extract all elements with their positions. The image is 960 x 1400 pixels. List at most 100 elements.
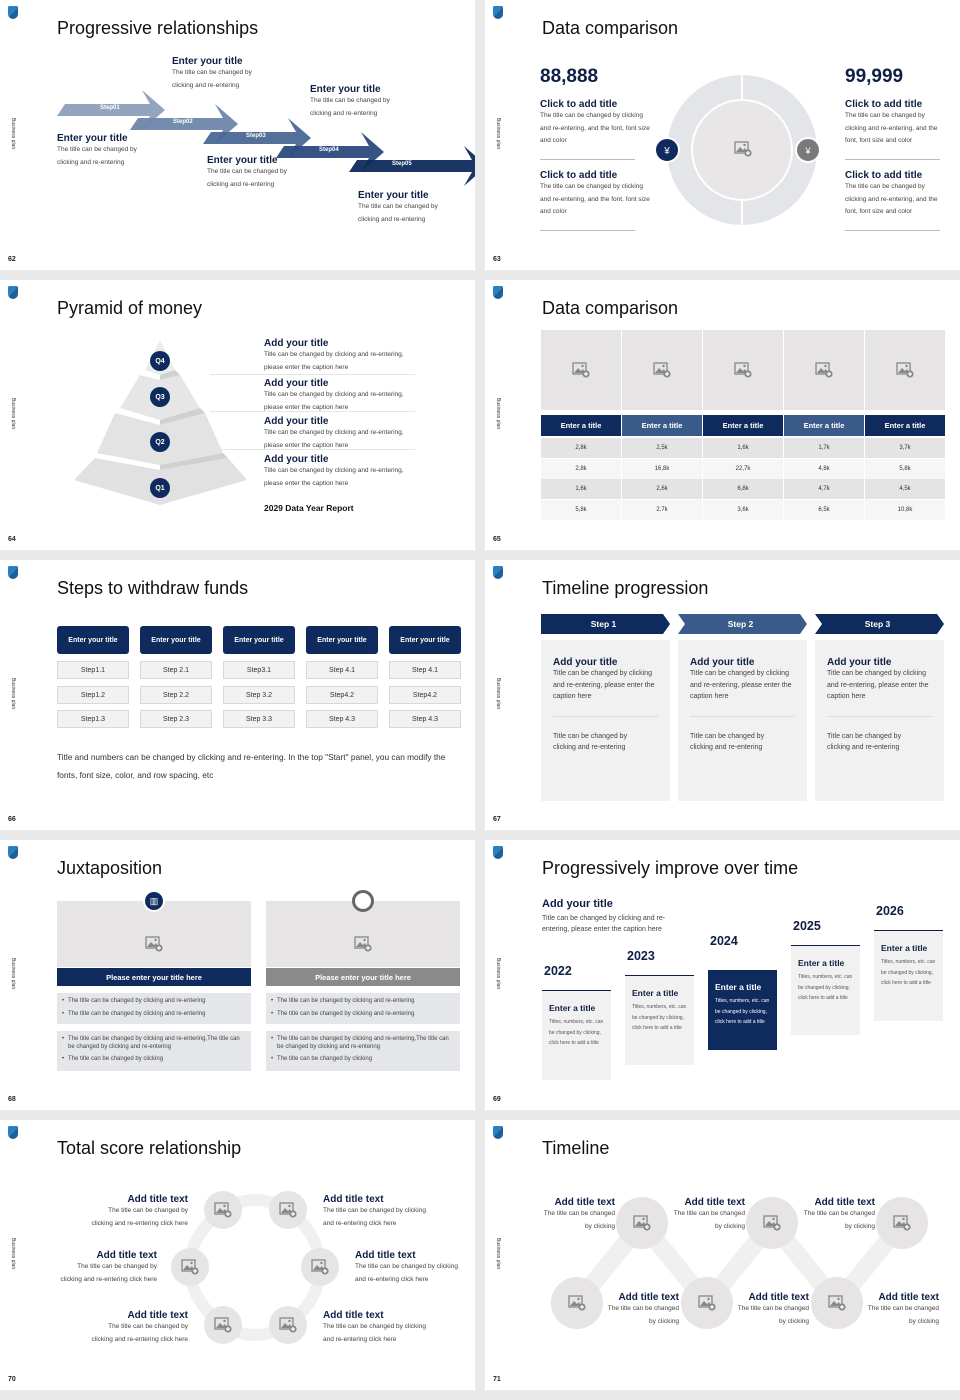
item-title[interactable]: Add title text (323, 1194, 384, 1205)
image-placeholder-icon[interactable] (763, 1215, 781, 1231)
image-placeholder-icon[interactable] (653, 362, 671, 378)
image-circle[interactable] (811, 1277, 863, 1329)
item-desc[interactable]: The title can be changed by clicking and… (91, 1207, 188, 1227)
step-box[interactable]: Step 4.3 (306, 710, 378, 728)
image-placeholder-icon[interactable] (214, 1202, 232, 1218)
item-title[interactable]: Add title text (684, 1197, 745, 1208)
item-title[interactable]: Add your title (264, 454, 329, 465)
item-desc[interactable]: Title can be changed by clicking and re-… (264, 429, 404, 449)
item-title[interactable]: Add title text (814, 1197, 875, 1208)
image-placeholder-icon[interactable] (572, 362, 590, 378)
image-placeholder-icon[interactable] (896, 362, 914, 378)
column-header[interactable]: Enter your title (140, 626, 212, 654)
column-header[interactable]: Enter your title (57, 626, 129, 654)
column-header[interactable]: Enter a title (703, 415, 783, 436)
item-desc[interactable]: The title can be changed by clicking and… (845, 183, 938, 215)
item-title[interactable]: Add title text (127, 1310, 188, 1321)
step-box[interactable]: Step1.1 (57, 661, 129, 679)
item-title[interactable]: Add title text (323, 1310, 384, 1321)
step-box[interactable]: Step3.1 (223, 661, 295, 679)
item-desc[interactable]: Title can be changed by clicking and re-… (264, 351, 404, 371)
item-title[interactable]: Add title text (748, 1292, 809, 1303)
item-desc[interactable]: The title can be changed by clicking and… (310, 97, 390, 117)
step-box[interactable]: Step 2.1 (140, 661, 212, 679)
image-placeholder-icon[interactable] (181, 1259, 199, 1275)
item-desc[interactable]: The title can be changed by clicking and… (57, 146, 137, 166)
item-desc[interactable]: The title can be changed by clicking (867, 1305, 939, 1325)
item-desc[interactable]: The title can be changed by clicking and… (323, 1207, 426, 1227)
item-desc[interactable]: The title can be changed by clicking and… (60, 1263, 157, 1283)
column-header[interactable]: Enter a title (541, 415, 621, 436)
image-circle[interactable] (204, 1306, 242, 1344)
image-circle[interactable] (551, 1277, 603, 1329)
item-title[interactable]: Click to add title (845, 99, 923, 110)
item-desc[interactable]: The title can be changed by clicking and… (323, 1323, 426, 1343)
step-box[interactable]: Step4.2 (389, 686, 461, 704)
column-header[interactable]: Enter a title (622, 415, 702, 436)
item-title[interactable]: Add your title (264, 416, 329, 427)
image-circle[interactable] (616, 1197, 668, 1249)
step-box[interactable]: Step 4.1 (389, 661, 461, 679)
step-box[interactable]: Step 2.3 (140, 710, 212, 728)
image-placeholder-icon[interactable] (145, 936, 163, 952)
image-cell[interactable] (622, 330, 702, 410)
image-area[interactable] (266, 901, 460, 967)
image-cell[interactable] (703, 330, 783, 410)
item-desc[interactable]: Title can be changed by clicking and re-… (264, 391, 404, 411)
image-circle[interactable] (171, 1248, 209, 1286)
image-placeholder-icon[interactable] (828, 1295, 846, 1311)
item-desc[interactable]: The title can be changed by clicking and… (540, 112, 650, 144)
column-header[interactable]: Enter a title (865, 415, 945, 436)
image-circle[interactable] (269, 1191, 307, 1229)
image-circle[interactable] (681, 1277, 733, 1329)
item-title[interactable]: Click to add title (845, 170, 923, 181)
item-desc[interactable]: The title can be changed by clicking and… (172, 69, 252, 89)
image-circle[interactable] (301, 1248, 339, 1286)
column-header[interactable]: Enter your title (306, 626, 378, 654)
step-box[interactable]: Step 3.2 (223, 686, 295, 704)
image-circle[interactable] (204, 1191, 242, 1229)
image-circle[interactable] (876, 1197, 928, 1249)
item-title[interactable]: Add title text (96, 1250, 157, 1261)
item-desc[interactable]: The title can be changed by clicking and… (358, 203, 438, 223)
image-placeholder-icon[interactable] (568, 1295, 586, 1311)
image-placeholder-icon[interactable] (893, 1215, 911, 1231)
image-cell[interactable] (784, 330, 864, 410)
image-cell[interactable] (865, 330, 945, 410)
card-title[interactable]: Enter a title (881, 943, 928, 953)
item-title[interactable]: Enter your title (207, 155, 278, 166)
image-placeholder-icon[interactable] (311, 1259, 329, 1275)
step-box[interactable]: Step 4.3 (389, 710, 461, 728)
item-title[interactable]: Enter your title (57, 133, 128, 144)
item-title[interactable]: Enter your title (172, 56, 243, 67)
item-desc[interactable]: Title can be changed by clicking and re-… (264, 467, 404, 487)
image-placeholder-icon[interactable] (815, 362, 833, 378)
item-title[interactable]: Add your title (264, 378, 329, 389)
item-title[interactable]: Enter your title (358, 190, 429, 201)
item-title[interactable]: Add your title (264, 338, 329, 349)
card-title[interactable]: Add your title (827, 657, 892, 668)
item-desc[interactable]: The title can be changed by clicking and… (355, 1263, 458, 1283)
image-placeholder-icon[interactable] (214, 1317, 232, 1333)
image-placeholder-icon[interactable] (279, 1202, 297, 1218)
item-desc[interactable]: The title can be changed by clicking (673, 1210, 745, 1230)
item-desc[interactable]: The title can be changed by clicking (737, 1305, 809, 1325)
image-placeholder-icon[interactable] (734, 141, 752, 157)
step-box[interactable]: Step 4.1 (306, 661, 378, 679)
image-circle[interactable] (269, 1306, 307, 1344)
item-desc[interactable]: The title can be changed by clicking and… (207, 168, 287, 188)
card-title[interactable]: Enter a title (798, 958, 845, 968)
image-cell[interactable] (541, 330, 621, 410)
step-box[interactable]: Step1.3 (57, 710, 129, 728)
item-title[interactable]: Add title text (618, 1292, 679, 1303)
item-desc[interactable]: The title can be changed by clicking and… (540, 183, 650, 215)
column-header[interactable]: Enter your title (223, 626, 295, 654)
item-desc[interactable]: The title can be changed by clicking and… (91, 1323, 188, 1343)
item-title[interactable]: Click to add title (540, 99, 618, 110)
image-placeholder-icon[interactable] (633, 1215, 651, 1231)
image-placeholder-icon[interactable] (734, 362, 752, 378)
card-title[interactable]: Enter a title (632, 988, 679, 998)
step-box[interactable]: Step 2.2 (140, 686, 212, 704)
item-title[interactable]: Add title text (355, 1250, 416, 1261)
item-desc[interactable]: The title can be changed by clicking and… (845, 112, 938, 144)
